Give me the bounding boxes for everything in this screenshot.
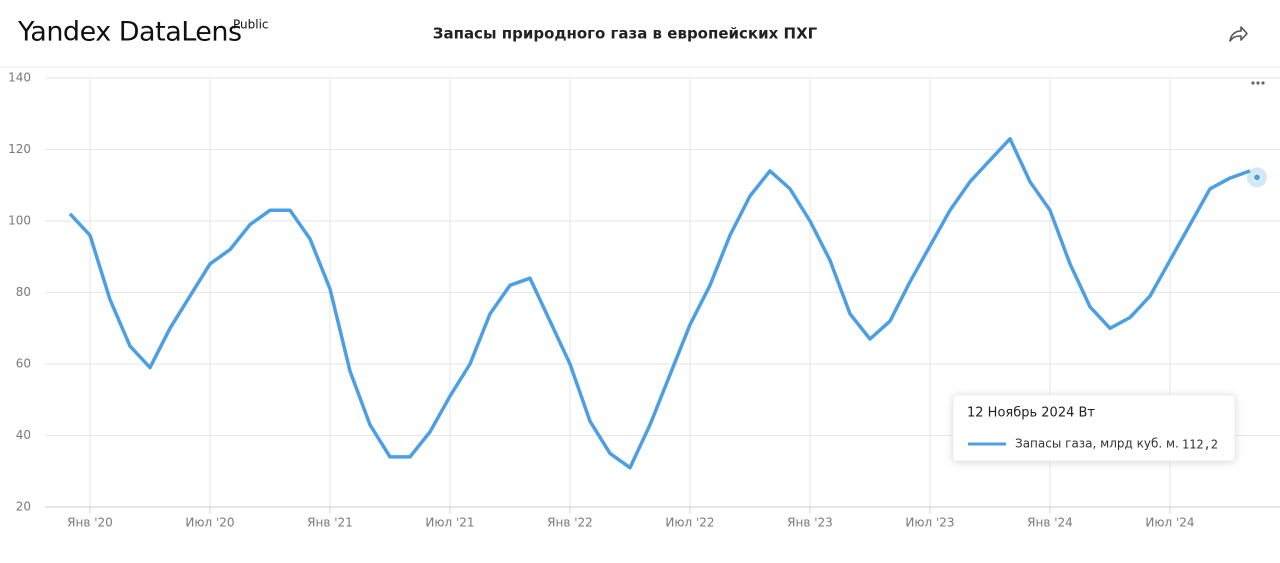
x-tick-label: Янв '23 [787,516,833,530]
y-tick-label: 40 [16,428,31,442]
x-tick-label: Янв '21 [307,516,353,530]
x-tick-label: Июл '24 [1145,516,1194,530]
y-tick-label: 20 [16,500,31,514]
x-tick-label: Июл '22 [665,516,714,530]
y-tick-label: 100 [8,214,31,228]
tooltip-date: 12 Ноябрь 2024 Вт [967,406,1095,421]
badge: Public [233,18,269,32]
tooltip: 12 Ноябрь 2024 Вт Запасы газа, млрд куб.… [952,394,1236,462]
menu-button[interactable] [1251,81,1265,85]
x-tick-label: Янв '22 [547,516,593,530]
x-tick-label: Июл '20 [185,516,234,530]
tooltip-value: 112,2 [1182,438,1218,452]
x-tick-label: Июл '21 [425,516,474,530]
x-tick-label: Янв '20 [67,516,113,530]
logo: Yandex DataLens [17,17,242,48]
share-button[interactable] [1229,26,1248,42]
x-tick-label: Янв '24 [1027,516,1073,530]
chart-title: Запасы природного газа в европейских ПХГ [433,25,818,43]
y-tick-label: 80 [16,285,31,299]
series-line [68,137,1251,470]
y-tick-label: 140 [8,71,31,85]
x-tick-label: Июл '23 [905,516,954,530]
y-tick-label: 120 [8,142,31,156]
y-tick-label: 60 [16,357,31,371]
tooltip-series: Запасы газа, млрд куб. м. [1015,437,1179,451]
hover-point [1253,173,1261,182]
